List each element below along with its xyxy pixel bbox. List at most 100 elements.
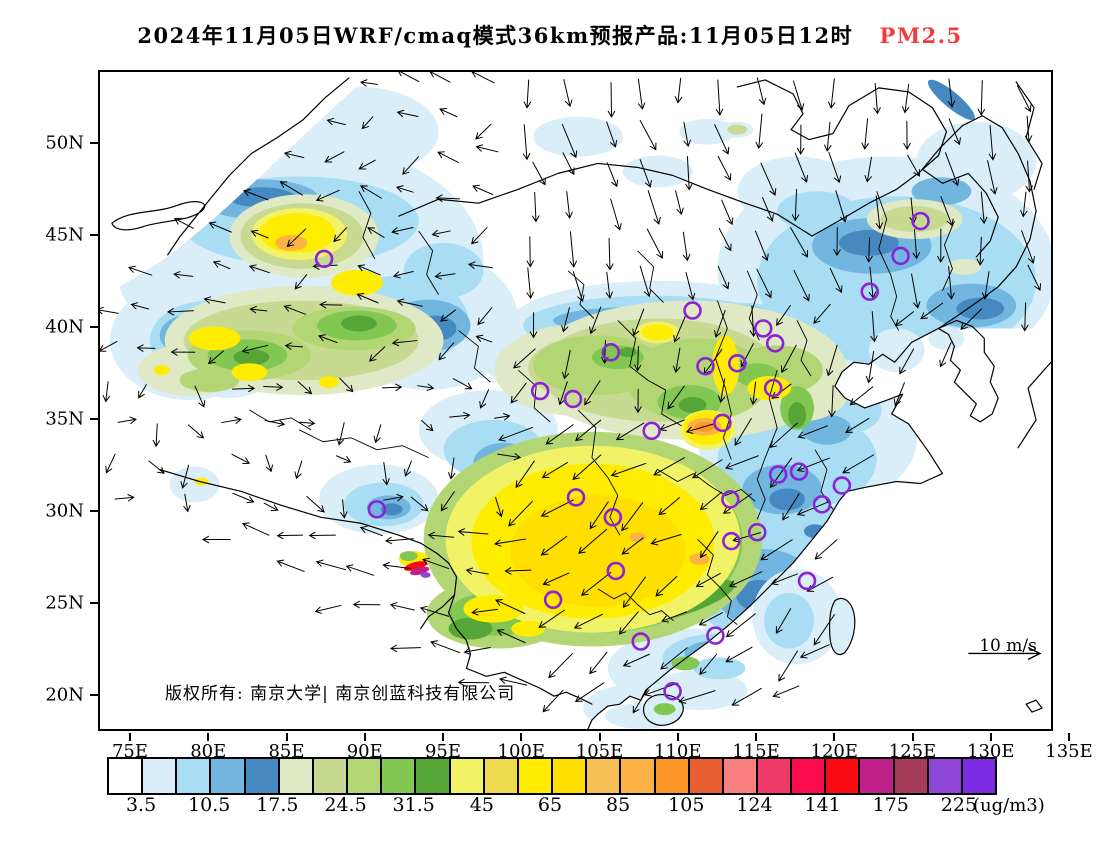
wind-arrow: [513, 348, 536, 369]
y-axis-label: 50N: [45, 132, 84, 154]
wind-arrow: [404, 460, 412, 477]
wind-arrow: [241, 344, 269, 354]
wind-arrow: [465, 567, 489, 575]
wind-arrow: [796, 457, 831, 472]
wind-arrow: [367, 227, 385, 238]
wind-arrow: [557, 381, 568, 406]
wind-arrow: [940, 196, 954, 227]
wind-arrow: [212, 260, 231, 270]
wind-arrow: [907, 154, 920, 177]
wind-arrow: [294, 274, 308, 290]
wind-arrow: [580, 571, 612, 596]
wind-arrow: [894, 311, 914, 327]
x-axis-label: 75E: [111, 741, 149, 762]
wind-arrow: [606, 237, 614, 271]
wind-arrow: [504, 567, 532, 575]
wind-arrow: [263, 502, 279, 512]
wind-arrow: [835, 190, 848, 223]
wind-arrow: [721, 199, 734, 226]
colorbar-tick-label: 17.5: [256, 794, 299, 816]
wind-arrow: [715, 79, 724, 116]
wind-arrow: [639, 120, 657, 151]
wind-arrow: [647, 190, 661, 225]
wind-arrow: [429, 72, 451, 83]
wind-arrow: [634, 388, 642, 414]
wind-arrow: [589, 306, 602, 335]
wind-arrow: [335, 455, 352, 464]
border-ne-russia: [811, 115, 1037, 330]
colorbar-cell: [824, 759, 859, 793]
wind-arrow: [434, 272, 456, 280]
colorbar-labels: (ug/m3) 3.5 10.5 17.5 24.5 31.5 45 65 85 105 124 1…: [107, 794, 1087, 820]
colorbar-cell: [414, 759, 449, 793]
wind-arrow: [540, 535, 568, 556]
wind-arrow: [360, 79, 378, 87]
wind-arrow: [578, 528, 608, 554]
x-axis-tick: [833, 733, 836, 741]
y-axis-tick: [90, 418, 98, 420]
wind-arrow: [529, 312, 538, 339]
wind-arrow: [621, 502, 644, 532]
wind-arrow: [606, 162, 619, 188]
wind-arrow: [431, 229, 451, 238]
colorbar-tick-label: 65: [537, 794, 563, 816]
colorbar-tick-label: 124: [736, 794, 773, 816]
colorbar-cell: [516, 759, 552, 793]
wind-arrow: [1024, 115, 1033, 143]
wind-arrow: [912, 229, 920, 260]
x-axis-label: 120E: [810, 741, 859, 762]
wind-arrow: [463, 646, 491, 655]
wind-arrow: [417, 383, 435, 391]
colorbar-tick-label: 31.5: [392, 794, 435, 816]
wind-arrow: [827, 78, 836, 109]
wind-arrow: [526, 267, 534, 300]
wind-arrow: [643, 682, 679, 697]
wind-arrow: [438, 342, 455, 361]
wind-arrow: [542, 689, 564, 713]
city-marker: [832, 476, 852, 495]
wind-arrow: [1025, 160, 1033, 193]
colorbar-cell: [926, 759, 961, 793]
y-axis: 50N 45N 40N 35N 30N 25N 20N: [0, 70, 98, 731]
colorbar-tick-label: 24.5: [324, 794, 367, 816]
colorbar: [107, 757, 997, 795]
wind-arrow: [937, 228, 945, 263]
wind-arrow: [532, 161, 546, 186]
wind-arrow: [510, 382, 527, 404]
wind-arrow: [340, 499, 348, 519]
wind-arrow: [449, 411, 471, 420]
colorbar-cell: [243, 759, 278, 793]
wind-arrow: [471, 608, 498, 616]
wind-arrow: [435, 194, 460, 202]
wind-arrow: [572, 271, 585, 303]
wind-arrow: [988, 125, 997, 161]
wind-arrow: [201, 535, 231, 544]
wind-arrow: [180, 464, 190, 489]
x-axis-label: 95E: [424, 741, 462, 762]
wind-arrow: [794, 152, 809, 183]
wind-arrow: [382, 461, 390, 486]
wind-arrow: [833, 227, 841, 257]
wind-arrow: [333, 227, 347, 243]
wind-arrow: [947, 265, 955, 300]
wind-arrow: [760, 162, 777, 196]
wind-arrow: [618, 611, 639, 635]
x-axis-label: 130E: [967, 741, 1015, 762]
wind-arrow: [548, 653, 573, 679]
city-marker: [367, 500, 387, 519]
wind-arrow: [947, 78, 956, 108]
city-marker: [728, 353, 747, 373]
wind-arrow: [749, 381, 758, 406]
wind-arrow: [297, 381, 313, 395]
wind-arrow: [562, 152, 575, 176]
wind-arrow: [384, 536, 414, 545]
wind-arrow: [796, 124, 805, 155]
city-marker: [768, 465, 788, 484]
wind-arrow: [791, 188, 800, 222]
colorbar-cell: [141, 759, 176, 793]
wind-arrow: [685, 156, 693, 191]
wind-arrow: [873, 83, 881, 115]
y-axis-tick: [90, 142, 98, 144]
wind-arrow: [545, 424, 574, 445]
wind-arrow: [565, 191, 573, 220]
